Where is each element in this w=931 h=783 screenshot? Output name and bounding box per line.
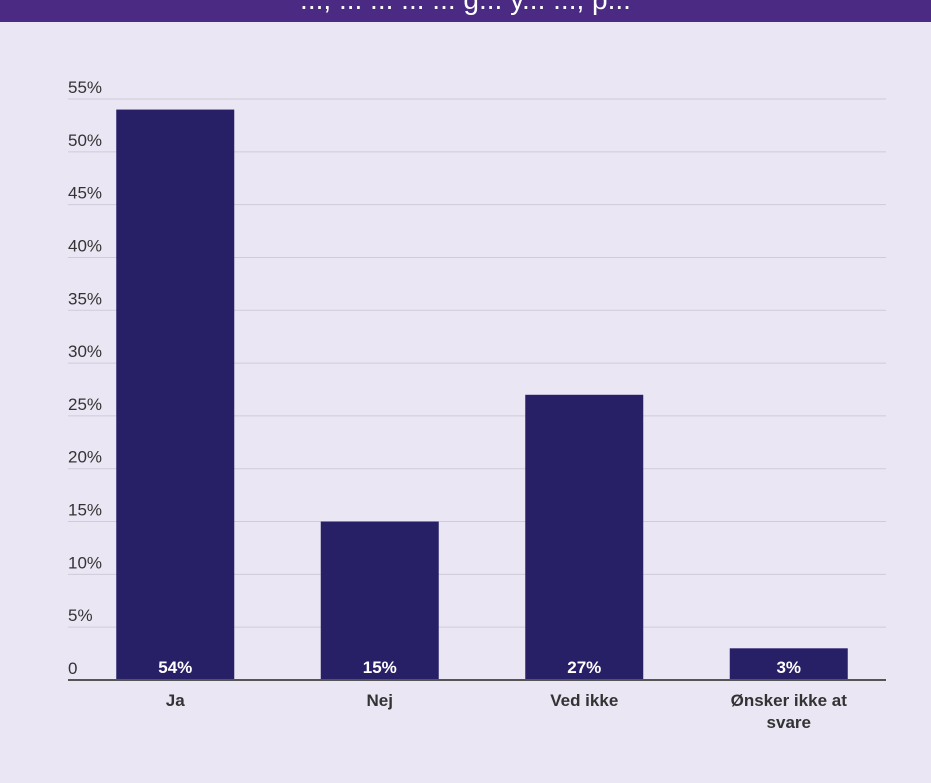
data-label: 3% <box>776 658 801 677</box>
data-label: 54% <box>158 658 192 677</box>
chart-title: ..., ... ... ... ... g... y... ..., p... <box>0 0 931 16</box>
y-tick-label: 20% <box>68 448 102 467</box>
y-tick-label: 45% <box>68 184 102 203</box>
y-tick-label: 25% <box>68 395 102 414</box>
y-tick-label: 55% <box>68 78 102 97</box>
y-tick-label: 0 <box>68 659 77 678</box>
data-label: 27% <box>567 658 601 677</box>
bar <box>320 521 439 680</box>
x-tick-label: Ønsker ikke at svare <box>731 691 848 732</box>
x-tick-label: Ja <box>166 691 185 710</box>
y-tick-label: 30% <box>68 342 102 361</box>
y-tick-label: 15% <box>68 501 102 520</box>
x-tick-label: Nej <box>367 691 393 710</box>
title-banner: ..., ... ... ... ... g... y... ..., p... <box>0 0 931 22</box>
y-tick-label: 10% <box>68 553 102 572</box>
data-label: 15% <box>363 658 397 677</box>
x-tick-label: Ved ikke <box>550 691 618 710</box>
y-tick-label: 35% <box>68 289 102 308</box>
y-tick-label: 50% <box>68 131 102 150</box>
bar <box>729 648 848 680</box>
y-tick-label: 40% <box>68 236 102 255</box>
bar <box>525 394 644 680</box>
y-tick-label: 5% <box>68 606 93 625</box>
bar <box>116 109 235 680</box>
